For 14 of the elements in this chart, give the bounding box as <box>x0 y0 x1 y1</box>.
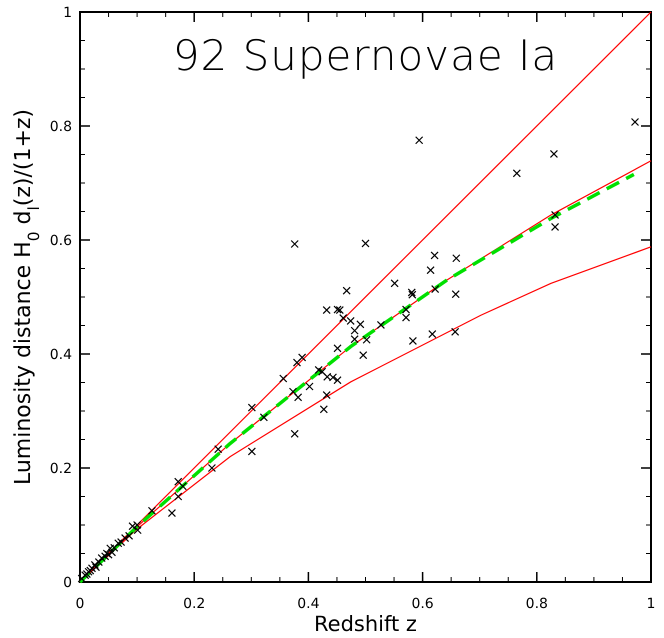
y-tick-label: 0.4 <box>50 346 72 363</box>
y-tick-label: 0.6 <box>50 232 72 249</box>
y-tick-label: 0.2 <box>50 460 72 477</box>
text: 92 Supernovae Ia <box>172 31 558 80</box>
x-tick-label: 0.4 <box>297 596 320 612</box>
y-tick-label: 0.8 <box>50 118 72 135</box>
x-tick-label: 1 <box>646 596 656 612</box>
x-tick-label: 0.8 <box>526 596 548 612</box>
x-tick-label: 0 <box>76 596 84 612</box>
x-axis-title: Redshift z <box>314 612 417 636</box>
y-tick-label: 1 <box>63 4 72 21</box>
x-tick-label: 0.6 <box>411 596 434 612</box>
y-tick-label: 0 <box>63 574 72 591</box>
x-tick-label: 0.2 <box>183 596 206 612</box>
